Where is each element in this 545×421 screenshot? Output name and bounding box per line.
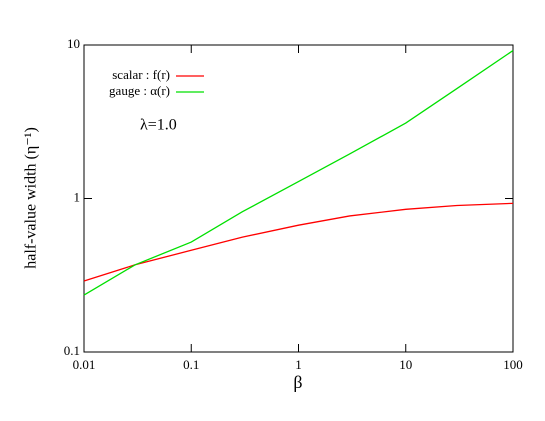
y-tick-label: 1: [74, 189, 81, 204]
series-line: [83, 50, 514, 296]
series-line: [83, 202, 514, 282]
x-tick-label: 1: [295, 357, 302, 372]
annotation: λ=1.0: [140, 117, 177, 134]
x-axis-label: β: [293, 372, 302, 392]
y-tick-label: 10: [67, 36, 80, 51]
y-tick-label: 0.1: [64, 343, 80, 358]
x-tick-label: 10: [399, 357, 412, 372]
x-tick-label: 0.1: [183, 357, 199, 372]
y-axis-label: half-value width (η⁻¹): [23, 127, 40, 269]
legend-label: gauge : α(r): [109, 83, 170, 98]
legend-label: scalar : f(r): [112, 67, 170, 82]
x-tick-label: 0.01: [73, 357, 96, 372]
x-tick-label: 100: [503, 357, 523, 372]
